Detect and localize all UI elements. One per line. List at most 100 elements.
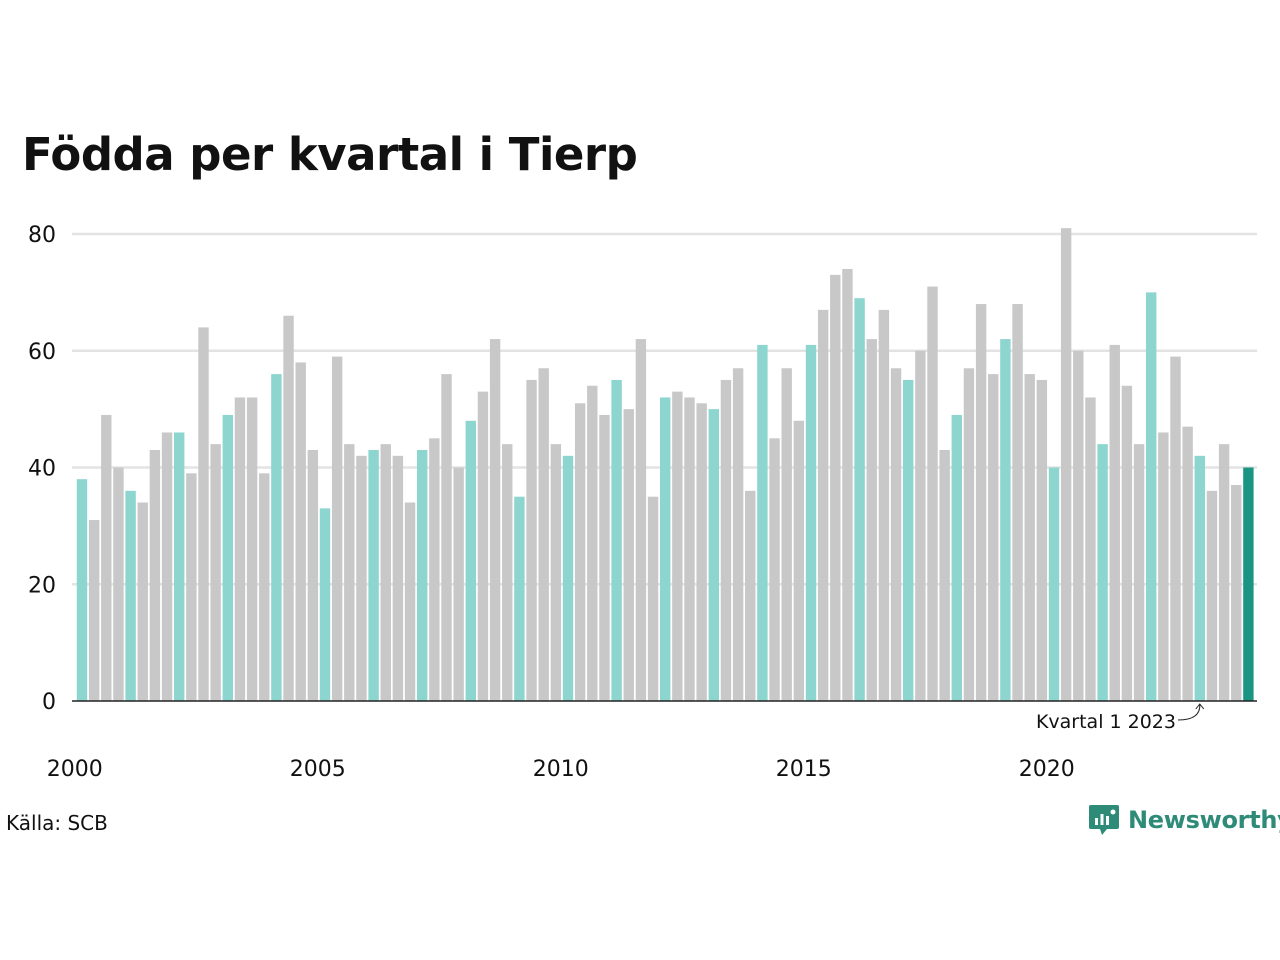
bar-2004Q2: [283, 315, 294, 701]
x-tick-label: 2005: [290, 757, 346, 782]
bar-2002Q3: [198, 327, 209, 701]
bar-2004Q3: [295, 362, 306, 701]
bar-2019Q2: [1012, 304, 1023, 701]
source-note: Källa: SCB: [6, 811, 108, 835]
bar-2014Q3: [781, 368, 792, 701]
bar-2024Q1: [1243, 467, 1254, 701]
bars: [76, 228, 1254, 702]
bar-2016Q2: [866, 339, 877, 701]
bar-2022Q2: [1158, 432, 1169, 701]
bar-2017Q2: [915, 350, 926, 701]
bar-2015Q4: [842, 269, 853, 701]
x-tick-label: 2015: [776, 757, 832, 782]
y-tick-label: 20: [28, 573, 56, 598]
bar-2013Q2: [720, 379, 732, 701]
annotation: Kvartal 1 2023: [1036, 703, 1205, 733]
bar-2009Q4: [550, 444, 562, 701]
bar-2009Q3: [538, 368, 549, 701]
bar-2019Q4: [1036, 379, 1048, 701]
bar-2011Q4: [647, 496, 659, 701]
bar-2020Q3: [1073, 350, 1084, 701]
bar-2010Q1: [562, 455, 574, 701]
bar-2003Q2: [234, 397, 246, 701]
x-tick-label: 2020: [1019, 757, 1075, 782]
bar-2022Q4: [1182, 426, 1193, 701]
bar-2012Q3: [684, 397, 695, 701]
bar-2023Q2: [1206, 490, 1218, 701]
bar-2007Q4: [453, 467, 464, 701]
bar-2022Q1: [1146, 292, 1157, 702]
bar-2000Q3: [101, 414, 112, 701]
bar-2018Q2: [963, 368, 975, 701]
y-tick-label: 0: [42, 690, 56, 715]
bar-2015Q2: [817, 309, 829, 701]
bar-2009Q1: [514, 496, 525, 701]
brand-name: Newsworthy: [1128, 806, 1280, 834]
bar-2010Q3: [587, 385, 598, 701]
bar-2023Q1: [1194, 455, 1205, 701]
y-tick-label: 60: [28, 340, 56, 365]
bar-2000Q2: [88, 520, 100, 701]
bar-2018Q1: [951, 414, 962, 701]
x-axis-tick-labels: 2000 2005 2010 2015 2020: [47, 757, 1075, 782]
bar-2007Q2: [429, 438, 440, 701]
bar-2005Q1: [319, 508, 331, 701]
bar-2000Q4: [113, 467, 124, 701]
bar-2002Q2: [186, 473, 197, 701]
bar-2019Q1: [1000, 339, 1011, 701]
bar-2012Q2: [672, 391, 683, 701]
bar-2012Q4: [696, 403, 707, 701]
bar-2005Q4: [356, 455, 367, 701]
bar-2018Q3: [975, 304, 987, 701]
bar-2017Q3: [927, 286, 938, 701]
bar-2011Q2: [623, 409, 634, 702]
bar-2017Q1: [903, 379, 914, 701]
bar-2020Q4: [1085, 397, 1096, 701]
bar-2005Q2: [331, 356, 343, 701]
bar-2015Q3: [830, 274, 841, 701]
bar-2019Q3: [1024, 374, 1035, 701]
bar-2014Q1: [757, 344, 768, 701]
y-axis-tick-labels: 0 20 40 60 80: [28, 223, 56, 715]
bar-2010Q2: [574, 403, 586, 701]
bar-2021Q2: [1109, 344, 1120, 701]
bar-2018Q4: [988, 374, 999, 701]
bar-2023Q3: [1218, 444, 1230, 701]
bar-2009Q2: [526, 379, 537, 701]
bar-2013Q1: [708, 409, 719, 702]
bar-2008Q1: [465, 420, 476, 701]
bar-2007Q1: [417, 449, 428, 701]
bar-2001Q2: [137, 502, 148, 701]
bar-2005Q3: [344, 444, 355, 701]
bar-2007Q3: [441, 374, 452, 701]
bar-2002Q4: [210, 444, 221, 701]
bar-2002Q1: [174, 432, 185, 701]
bar-2011Q1: [611, 379, 622, 701]
bar-2006Q1: [368, 449, 379, 701]
bar-2003Q3: [246, 397, 258, 701]
annotation-label: Kvartal 1 2023: [1036, 711, 1176, 733]
bar-2022Q3: [1170, 356, 1181, 701]
bar-chart: 0 20 40 60 80 2000 2005 2010 2015 2020 Kvartal 1…: [28, 223, 1257, 782]
x-tick-label: 2000: [47, 757, 103, 782]
bar-2006Q4: [404, 502, 416, 701]
bar-2013Q4: [745, 490, 756, 701]
newsworthy-logo-icon: [1089, 805, 1119, 835]
bar-2011Q3: [635, 339, 647, 701]
annotation-arrow: [1177, 703, 1205, 721]
bar-2003Q4: [259, 473, 270, 701]
chart-title: Födda per kvartal i Tierp: [22, 128, 638, 181]
bar-2004Q1: [271, 374, 282, 701]
bar-2016Q3: [878, 309, 890, 701]
bar-2014Q2: [769, 438, 780, 701]
bar-2015Q1: [805, 344, 817, 701]
bar-2013Q3: [732, 368, 744, 701]
bar-2010Q4: [599, 414, 610, 701]
bar-2003Q1: [222, 414, 233, 701]
bar-2021Q1: [1097, 444, 1108, 701]
bar-2020Q1: [1048, 467, 1060, 701]
bar-2006Q3: [392, 455, 404, 701]
brand-logo: Newsworthy: [1088, 803, 1280, 837]
bar-2014Q4: [793, 420, 805, 701]
bar-2012Q1: [660, 397, 671, 701]
